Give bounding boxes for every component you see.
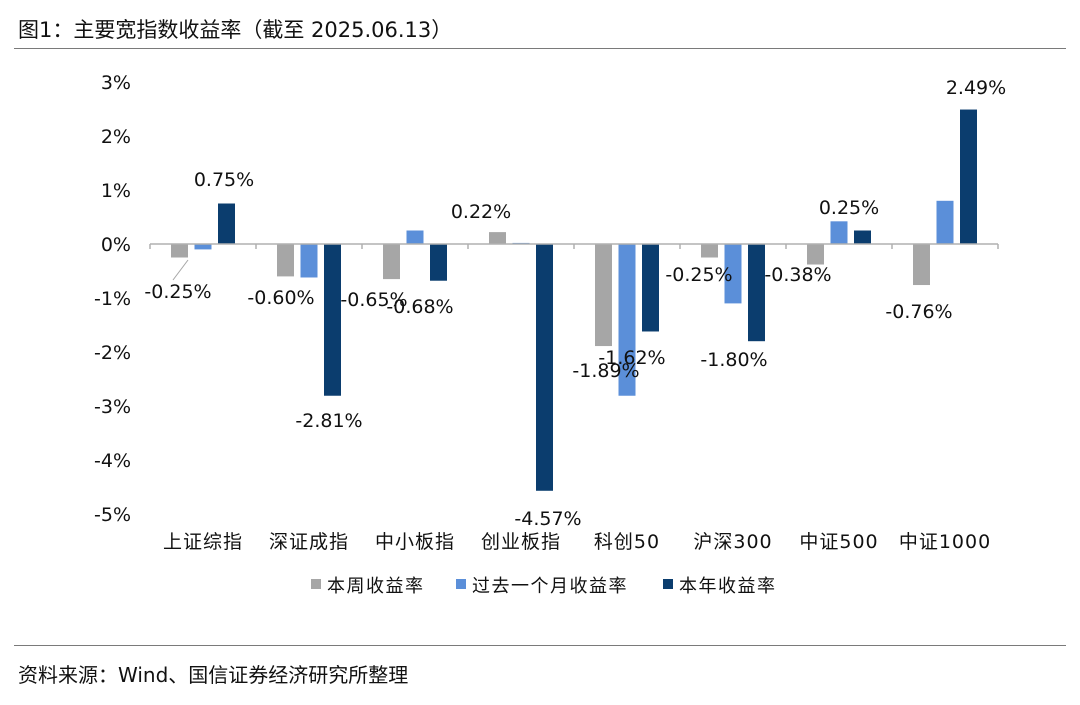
bar: [854, 230, 871, 244]
leader-line: [172, 259, 189, 281]
bar: [406, 230, 424, 244]
bar: [913, 244, 930, 286]
bar: [218, 203, 235, 244]
y-tick-label: 1%: [101, 180, 131, 202]
bar-chart: 3% 2% 1% 0% -1% -2% -3% -4% -5% 上证综指 深证成指 中小板指 创业板指…: [94, 72, 1006, 597]
data-label: -0.65%: [340, 289, 407, 311]
legend-swatch: [663, 579, 673, 589]
data-label: -0.38%: [764, 264, 831, 286]
legend-label: 过去一个月收益率: [472, 576, 628, 597]
bar: [324, 244, 341, 396]
data-label: -0.68%: [386, 296, 453, 318]
source-divider: [14, 645, 1066, 646]
legend-swatch: [456, 579, 466, 589]
y-tick-label: -5%: [94, 504, 131, 526]
data-label: -2.81%: [295, 410, 362, 432]
x-axis: 上证综指 深证成指 中小板指 创业板指 科创50 沪深300 中证500 中证1000: [149, 244, 999, 553]
data-label: 0.25%: [819, 197, 879, 219]
y-tick-label: -2%: [94, 342, 131, 364]
bar: [171, 244, 188, 258]
data-label: 0.22%: [451, 201, 511, 223]
x-category-label: 深证成指: [269, 531, 349, 553]
legend-label: 本周收益率: [327, 576, 425, 597]
x-category-label: 创业板指: [481, 531, 561, 553]
y-tick-label: 3%: [101, 72, 131, 94]
bar: [489, 232, 506, 244]
x-category-label: 沪深300: [693, 531, 772, 553]
x-category-label: 科创50: [594, 531, 660, 553]
x-category-label: 上证综指: [163, 531, 243, 553]
legend-label: 本年收益率: [679, 576, 777, 597]
bars: [171, 109, 977, 491]
x-category-label: 中证1000: [899, 531, 991, 553]
bar: [830, 221, 848, 244]
bar: [194, 244, 212, 250]
bar: [724, 244, 742, 304]
bar: [430, 244, 447, 281]
bar: [701, 244, 718, 258]
bar: [807, 244, 824, 265]
x-category-label: 中证500: [799, 531, 878, 553]
data-label: 2.49%: [946, 77, 1006, 99]
bar: [960, 109, 977, 244]
data-label: -0.25%: [665, 264, 732, 286]
title-divider: [14, 48, 1066, 49]
data-labels: -0.25% 0.75% -0.60% -2.81% -0.65%-0.68% 0.22%…: [144, 77, 1006, 530]
legend: 本周收益率 过去一个月收益率 本年收益率: [311, 576, 777, 597]
data-label: -0.76%: [885, 301, 952, 323]
chart-title: 图1：主要宽指数收益率（截至 2025.06.13）: [18, 18, 453, 42]
data-label: -0.25%: [144, 281, 211, 303]
bar: [618, 244, 636, 396]
data-label: -1.62%: [598, 347, 665, 369]
source-note: 资料来源：Wind、国信证券经济研究所整理: [18, 663, 409, 687]
y-tick-label: -3%: [94, 396, 131, 418]
bar: [277, 244, 294, 277]
bar: [536, 244, 553, 491]
data-label: -1.80%: [700, 349, 767, 371]
y-tick-label: -4%: [94, 450, 131, 472]
y-tick-label: 0%: [101, 234, 131, 256]
y-tick-label: 2%: [101, 126, 131, 148]
y-tick-label: -1%: [94, 288, 131, 310]
bar: [748, 244, 765, 342]
y-axis: 3% 2% 1% 0% -1% -2% -3% -4% -5%: [94, 72, 131, 526]
data-label: -4.57%: [514, 508, 581, 530]
bar: [936, 200, 954, 244]
x-category-label: 中小板指: [375, 531, 455, 553]
legend-swatch: [311, 579, 321, 589]
data-label: -0.60%: [247, 287, 314, 309]
data-label: -1.89%: [572, 360, 639, 382]
bar: [595, 244, 612, 347]
bar: [300, 244, 318, 278]
bar: [642, 244, 659, 332]
bar: [383, 244, 400, 280]
data-label: 0.75%: [194, 169, 254, 191]
